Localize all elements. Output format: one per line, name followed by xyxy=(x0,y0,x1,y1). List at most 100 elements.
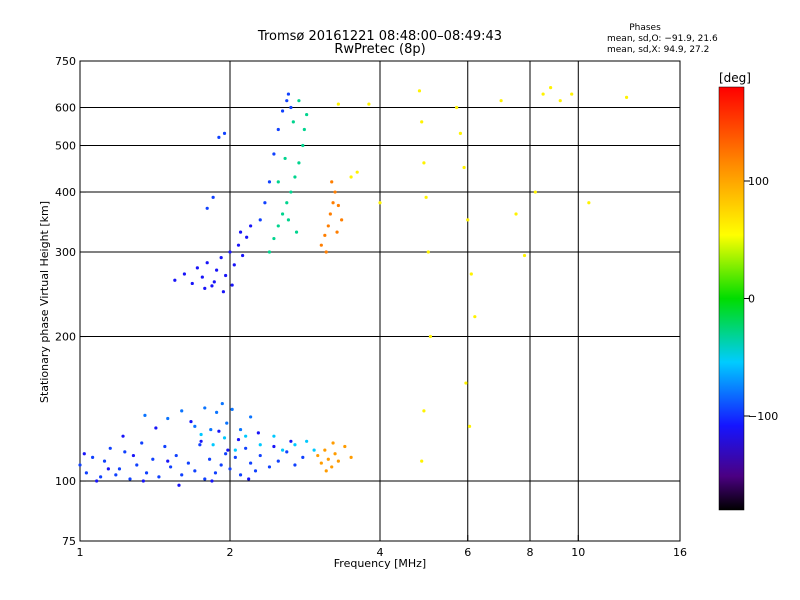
data-point xyxy=(203,406,207,410)
data-point xyxy=(293,443,297,447)
data-point xyxy=(331,441,335,445)
data-point xyxy=(267,180,272,184)
data-point xyxy=(417,89,422,93)
x-tick-label: 6 xyxy=(464,546,471,559)
grid-lines xyxy=(80,61,680,541)
data-point xyxy=(186,461,190,465)
data-point xyxy=(302,127,306,132)
y-tick-label: 600 xyxy=(55,102,76,115)
data-point xyxy=(222,436,227,440)
phase-stats-x: mean, sd,X: 94.9, 27.2 xyxy=(607,45,709,55)
data-point xyxy=(221,290,226,294)
data-point xyxy=(117,467,122,471)
x-tick-label: 2 xyxy=(227,546,234,559)
data-point xyxy=(163,444,167,449)
data-point xyxy=(232,263,236,267)
data-point xyxy=(233,448,237,452)
data-point xyxy=(78,463,82,467)
data-point xyxy=(331,201,335,205)
data-point xyxy=(316,453,320,458)
y-tick-label: 200 xyxy=(55,331,76,344)
data-point xyxy=(558,99,562,103)
data-point xyxy=(424,195,428,199)
data-point xyxy=(285,201,289,205)
data-point xyxy=(289,190,293,194)
data-point xyxy=(143,413,147,418)
data-point xyxy=(533,190,537,194)
data-point xyxy=(319,243,323,247)
data-point xyxy=(247,477,251,481)
data-point xyxy=(305,439,309,443)
x-tick-label: 4 xyxy=(377,546,384,559)
data-point xyxy=(199,432,203,437)
data-point xyxy=(326,224,330,228)
data-points xyxy=(78,86,629,487)
data-point xyxy=(95,479,99,483)
data-point xyxy=(289,439,293,443)
data-point xyxy=(289,105,293,110)
data-point xyxy=(230,407,234,412)
data-point xyxy=(108,446,112,450)
data-point xyxy=(624,95,629,99)
data-point xyxy=(333,190,337,194)
data-point xyxy=(228,250,232,254)
data-point xyxy=(280,212,285,216)
data-point xyxy=(212,280,216,284)
data-point xyxy=(349,175,353,179)
data-point xyxy=(228,467,232,471)
data-point xyxy=(285,99,289,103)
data-point xyxy=(466,218,470,222)
data-point xyxy=(173,278,177,282)
colorbar-tick-label: 100 xyxy=(748,175,769,188)
data-point xyxy=(244,434,248,438)
data-point xyxy=(267,465,272,469)
data-point xyxy=(219,256,223,260)
colorbar xyxy=(718,86,745,511)
data-point xyxy=(166,416,170,421)
data-point xyxy=(272,152,276,156)
chart-title: Tromsø 20161221 08:48:00–08:49:43 xyxy=(257,29,502,44)
data-point xyxy=(458,131,463,135)
data-point xyxy=(340,218,344,222)
data-point xyxy=(326,457,330,461)
data-point xyxy=(141,479,145,483)
data-point xyxy=(215,410,219,414)
data-point xyxy=(297,99,301,103)
data-point xyxy=(378,201,382,205)
data-point xyxy=(151,457,155,461)
data-point xyxy=(182,272,186,276)
data-point xyxy=(473,315,477,319)
data-point xyxy=(224,273,228,278)
data-point xyxy=(323,448,327,452)
data-point xyxy=(276,180,280,184)
data-point xyxy=(283,156,287,161)
colorbar-label: [deg] xyxy=(719,71,751,85)
data-point xyxy=(241,253,245,258)
data-point xyxy=(256,431,260,435)
data-point xyxy=(205,206,209,210)
y-axis-label: Stationary phase Virtual Height [km] xyxy=(38,201,51,403)
phase-stats-o: mean, sd,O: −91.9, 21.6 xyxy=(607,34,718,44)
data-point xyxy=(177,483,181,487)
data-point xyxy=(123,450,127,454)
data-point xyxy=(367,102,371,106)
data-point xyxy=(207,457,212,461)
data-point xyxy=(336,203,340,208)
data-point xyxy=(324,250,328,254)
data-point xyxy=(297,161,301,165)
data-point xyxy=(166,459,170,463)
x-tick-label: 1 xyxy=(77,546,84,559)
y-tick-label: 400 xyxy=(55,186,76,199)
data-point xyxy=(131,453,136,458)
data-point xyxy=(343,444,347,449)
data-point xyxy=(238,230,243,234)
data-point xyxy=(244,446,248,450)
data-point xyxy=(280,448,285,452)
data-point xyxy=(174,453,178,458)
data-point xyxy=(249,224,253,228)
data-point xyxy=(272,444,276,449)
data-point xyxy=(336,459,340,463)
data-point xyxy=(272,434,276,438)
x-tick-label: 16 xyxy=(673,546,687,559)
y-tick-label: 750 xyxy=(55,55,76,68)
